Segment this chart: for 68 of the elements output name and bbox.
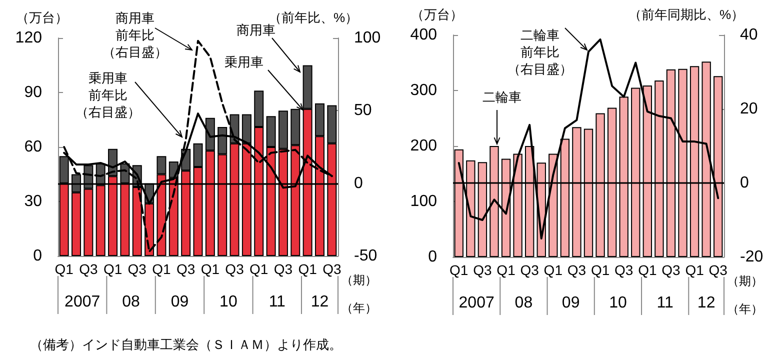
x-tick-label: Q3 bbox=[225, 261, 244, 277]
x-tick-label: Q3 bbox=[176, 261, 196, 277]
x-axis-title: （期）（年） bbox=[727, 274, 763, 316]
x-tick-label: Q3 bbox=[79, 261, 98, 277]
text: 12 bbox=[697, 294, 716, 312]
x-tick-label: Q1 bbox=[685, 262, 704, 278]
text: 12 bbox=[310, 294, 329, 310]
y2-tick-label: -20 bbox=[740, 248, 764, 266]
x-tick-label: Q3 bbox=[322, 261, 342, 277]
text: 08 bbox=[122, 294, 140, 310]
y-tick-label: 300 bbox=[410, 82, 438, 99]
y-tick-label: 0 bbox=[428, 248, 438, 266]
y-tick-label: 100 bbox=[410, 193, 438, 210]
text: 11 bbox=[268, 294, 286, 310]
x-axis-title: （期）（年） bbox=[341, 273, 377, 315]
y2-axis-title: （前年同期比、%） bbox=[628, 7, 744, 22]
y2-tick-label: -50 bbox=[354, 248, 378, 264]
legend-label: 乗用車 bbox=[224, 54, 264, 70]
x-tick-label: Q3 bbox=[708, 262, 728, 278]
y-tick-label: 200 bbox=[410, 138, 438, 154]
text: （備考）インド自動車工業会（ＳＩＡＭ）より作成。 bbox=[29, 336, 343, 354]
x-tick-label: Q3 bbox=[473, 262, 492, 278]
x-tick-label: Q3 bbox=[128, 261, 147, 277]
y-tick-label: 400 bbox=[410, 26, 438, 44]
x-tick-label: Q1 bbox=[544, 262, 563, 278]
y-tick-label: 30 bbox=[24, 193, 42, 210]
x-tick-label: Q1 bbox=[638, 262, 657, 278]
x-tick-label: Q3 bbox=[520, 262, 540, 278]
x-tick-label: Q1 bbox=[450, 262, 468, 278]
y2-axis-title: （前年比、%） bbox=[268, 10, 358, 25]
text: 2007 bbox=[458, 294, 494, 312]
text: 前年比（右目盛） bbox=[508, 44, 572, 76]
text: 10 bbox=[220, 294, 238, 310]
y2-tick-label: 50 bbox=[354, 102, 372, 120]
x-tick-label: Q1 bbox=[54, 261, 74, 277]
y2-tick-label: 20 bbox=[740, 100, 758, 118]
x-tick-label: Q3 bbox=[614, 262, 634, 278]
text: 08 bbox=[514, 294, 533, 312]
text: 商用車前年比（右目盛） bbox=[102, 10, 168, 60]
y-axis-title: （万台） bbox=[411, 7, 463, 22]
x-tick-label: Q1 bbox=[496, 262, 516, 278]
x-tick-label: Q3 bbox=[274, 261, 293, 277]
text: 二輪車 bbox=[482, 90, 522, 104]
x-tick-label: Q1 bbox=[590, 262, 610, 278]
x-tick-label: Q1 bbox=[103, 261, 122, 277]
x-tick-label: Q3 bbox=[662, 262, 681, 278]
y-tick-label: 0 bbox=[33, 248, 42, 264]
y-axis-title: （万台） bbox=[16, 10, 68, 25]
x-tick-label: Q1 bbox=[298, 261, 318, 277]
text: 09 bbox=[170, 294, 189, 310]
x-tick-label: Q1 bbox=[250, 261, 268, 277]
text: 10 bbox=[609, 294, 627, 312]
x-tick-label: Q1 bbox=[152, 261, 172, 277]
y2-tick-label: 0 bbox=[354, 174, 363, 192]
x-tick-label: Q1 bbox=[200, 261, 220, 277]
y2-tick-label: 40 bbox=[740, 26, 758, 44]
legend-label: 二輪車 bbox=[520, 28, 560, 42]
text: 11 bbox=[656, 294, 674, 312]
y2-tick-label: 0 bbox=[740, 174, 749, 192]
text: 2007 bbox=[64, 294, 100, 310]
text: 09 bbox=[562, 294, 580, 312]
x-tick-label: Q3 bbox=[567, 262, 586, 278]
y2-tick-label: 100 bbox=[354, 30, 381, 46]
y-tick-label: 90 bbox=[24, 84, 42, 101]
text: 乗用車前年比（右目盛） bbox=[76, 70, 140, 120]
y-tick-label: 120 bbox=[15, 30, 42, 46]
y-tick-label: 60 bbox=[24, 138, 42, 156]
text: 商用車 bbox=[236, 22, 276, 38]
